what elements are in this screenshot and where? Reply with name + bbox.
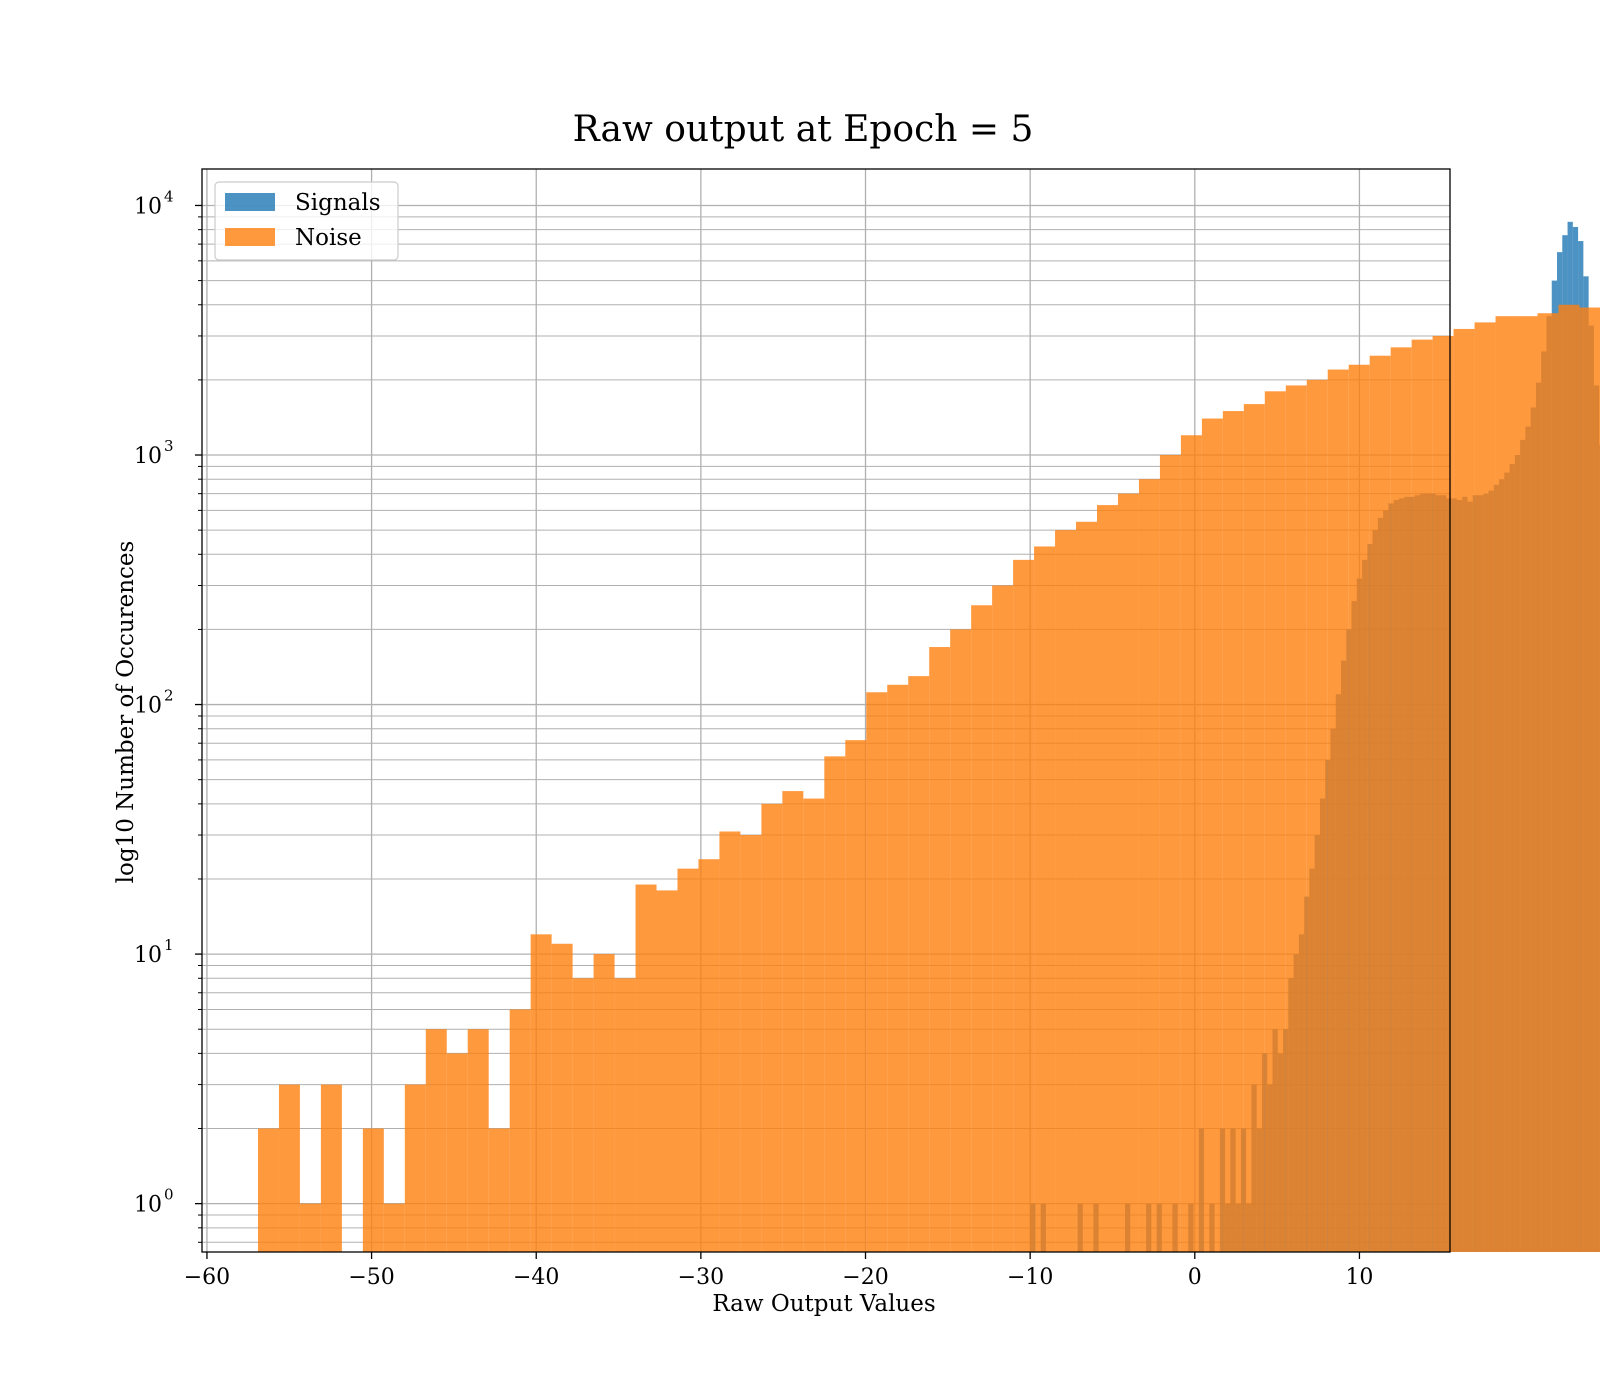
bar-noise (1495, 316, 1517, 1252)
bar-noise (278, 1084, 300, 1252)
y-tick-exponent: 2 (164, 687, 174, 705)
bar-noise (971, 605, 993, 1252)
y-tick-label: 10 (134, 943, 162, 968)
bar-noise (761, 803, 783, 1252)
bar-noise (1579, 307, 1600, 1252)
bar-noise (614, 978, 636, 1252)
x-axis-ticks: −60 −50 −40 −30 −20 −10 0 10 (184, 1252, 1373, 1290)
y-tick-exponent: 4 (164, 187, 174, 205)
bar-noise (1180, 435, 1202, 1253)
bar-noise (530, 934, 552, 1252)
series-noise (257, 304, 1600, 1253)
bar-noise (1222, 411, 1244, 1252)
bar-noise (1013, 559, 1035, 1252)
bar-noise (1558, 304, 1580, 1252)
bar-noise (824, 756, 846, 1252)
legend: Signals Noise (214, 181, 399, 261)
bar-noise (950, 629, 972, 1252)
bar-noise (698, 859, 720, 1252)
bar-noise (1432, 335, 1454, 1252)
y-tick-label: 10 (134, 694, 162, 719)
bar-noise (320, 1084, 342, 1252)
bar-noise (1138, 479, 1160, 1252)
bar-noise (1201, 418, 1223, 1253)
bar-noise (299, 1203, 321, 1252)
bar-noise (257, 1128, 279, 1252)
bar-noise (383, 1203, 405, 1252)
bar-noise (803, 798, 825, 1252)
bar-noise (929, 647, 951, 1252)
bar-noise (593, 954, 615, 1252)
legend-label-signals: Signals (295, 190, 381, 216)
bar-noise (635, 884, 657, 1252)
bar-noise (1076, 521, 1098, 1252)
legend-swatch-signals (225, 193, 275, 211)
bar-noise (656, 890, 678, 1252)
bar-noise (1453, 328, 1475, 1252)
bar-noise (1411, 339, 1433, 1252)
bar-noise (1159, 455, 1181, 1252)
y-tick-exponent: 3 (164, 437, 174, 455)
x-tick-label: 10 (1345, 1265, 1373, 1290)
x-tick-label: −50 (348, 1265, 394, 1290)
bar-noise (1264, 391, 1286, 1252)
y-tick-exponent: 1 (164, 936, 174, 954)
bar-noise (1348, 364, 1370, 1252)
x-tick-label: −40 (513, 1265, 559, 1290)
plot-frame (201, 168, 1451, 1253)
bar-noise (1306, 379, 1328, 1252)
bar-noise (1055, 530, 1077, 1252)
bar-noise (1390, 347, 1412, 1252)
y-axis-label: log10 Number of Occurences (113, 541, 139, 884)
bar-noise (1516, 316, 1538, 1252)
bar-noise (1285, 385, 1307, 1252)
bar-noise (845, 740, 867, 1252)
bar-noise (1117, 493, 1139, 1252)
bar-noise (362, 1128, 384, 1252)
bar-noise (467, 1029, 489, 1252)
legend-label-noise: Noise (295, 225, 362, 251)
bar-noise (740, 835, 762, 1252)
bar-noise (425, 1029, 447, 1252)
bar-noise (1327, 369, 1349, 1253)
bar-noise (404, 1084, 426, 1252)
bar-noise (782, 791, 804, 1252)
x-tick-label: −20 (842, 1265, 888, 1290)
bar-noise (1097, 505, 1118, 1252)
legend-swatch-noise (225, 228, 275, 246)
bar-noise (1474, 322, 1496, 1252)
bar-noise (1369, 355, 1391, 1252)
bar-noise (719, 831, 741, 1252)
x-tick-label: −60 (184, 1265, 230, 1290)
bar-noise (1034, 546, 1056, 1252)
bar-noise (887, 684, 909, 1252)
bar-noise (866, 692, 888, 1252)
bar-noise (488, 1128, 510, 1252)
bar-noise (677, 868, 699, 1252)
bar-noise (908, 676, 930, 1252)
x-tick-label: 0 (1188, 1265, 1202, 1290)
bars-layer (257, 221, 1600, 1253)
y-tick-label: 10 (134, 194, 162, 219)
bar-noise (992, 585, 1014, 1252)
chart-title: Raw output at Epoch = 5 (573, 109, 1034, 150)
y-tick-label: 10 (134, 444, 162, 469)
x-tick-label: −10 (1007, 1265, 1053, 1290)
x-tick-label: −30 (678, 1265, 724, 1290)
bar-noise (509, 1009, 531, 1252)
y-tick-label: 10 (134, 1193, 162, 1218)
bar-noise (1537, 313, 1559, 1252)
bar-noise (572, 978, 594, 1252)
y-tick-exponent: 0 (164, 1186, 174, 1204)
bar-noise (551, 943, 573, 1252)
bar-noise (446, 1053, 468, 1252)
bar-noise (1243, 404, 1265, 1253)
x-axis-label: Raw Output Values (712, 1291, 935, 1317)
